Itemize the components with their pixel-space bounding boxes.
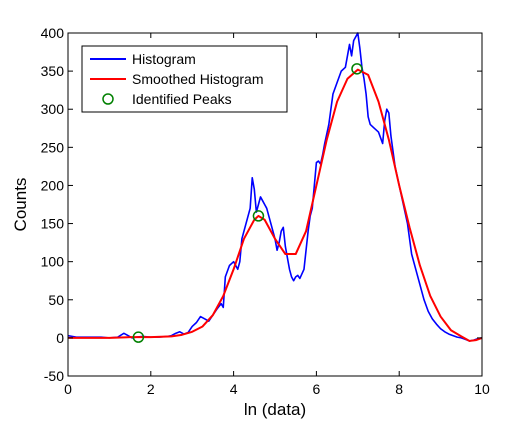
legend-label-smoothed-histogram: Smoothed Histogram bbox=[132, 71, 264, 87]
series-line-histogram bbox=[67, 32, 483, 342]
x-tick-label: 6 bbox=[313, 381, 321, 397]
y-tick-label: 50 bbox=[48, 292, 64, 308]
y-tick-label: 0 bbox=[56, 330, 64, 346]
peak-marker bbox=[132, 331, 145, 343]
y-axis-label: Counts bbox=[11, 178, 30, 232]
peak-marker bbox=[252, 210, 265, 222]
x-tick-label: 10 bbox=[474, 381, 490, 397]
x-tick-label: 4 bbox=[230, 381, 238, 397]
x-axis-label: ln (data) bbox=[244, 400, 306, 419]
series-line-smoothed-histogram bbox=[68, 68, 483, 342]
y-tick-label: 300 bbox=[41, 101, 65, 117]
y-tick-label: 350 bbox=[41, 63, 65, 79]
legend-swatch-identified-peaks bbox=[102, 93, 114, 105]
legend-label-identified-peaks: Identified Peaks bbox=[132, 91, 232, 107]
y-tick-label: 100 bbox=[41, 254, 65, 270]
y-tick-label: 250 bbox=[41, 139, 65, 155]
x-tick-label: 0 bbox=[64, 381, 72, 397]
y-tick-label: 200 bbox=[41, 177, 65, 193]
y-tick-label: 400 bbox=[41, 25, 65, 41]
y-tick-label: -50 bbox=[44, 368, 64, 384]
y-tick-label: 150 bbox=[41, 216, 65, 232]
x-tick-label: 8 bbox=[395, 381, 403, 397]
legend-label-histogram: Histogram bbox=[132, 51, 196, 67]
x-tick-label: 2 bbox=[147, 381, 155, 397]
series-layer bbox=[67, 32, 483, 343]
legend: Histogram Smoothed Histogram Identified … bbox=[81, 45, 288, 113]
plot-frame bbox=[67, 32, 483, 377]
peak-marker bbox=[351, 63, 363, 75]
